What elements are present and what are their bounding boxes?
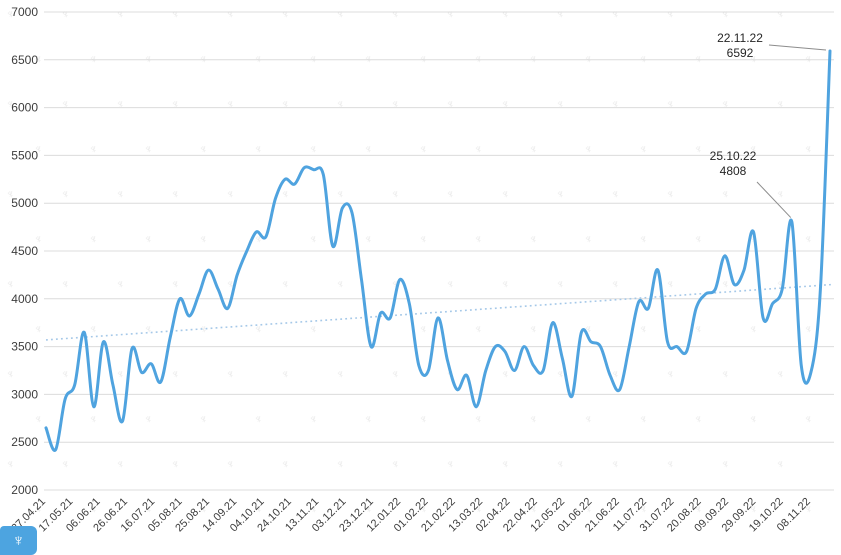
annotation-peak-22-11-22: 22.11.22 6592	[700, 31, 780, 61]
trend-line	[45, 283, 834, 341]
annotation-value: 6592	[726, 46, 754, 60]
y-tick-label: 4000	[11, 292, 38, 306]
fork-icon: ♆	[12, 530, 25, 550]
y-tick-label: 7000	[11, 5, 38, 19]
data-series-line	[44, 49, 832, 452]
y-tick-label: 2500	[11, 435, 38, 449]
annotation-peak-25-10-22: 25.10.22 4808	[698, 149, 768, 179]
forklog-logo: ♆	[0, 526, 37, 555]
gridlines	[44, 11, 834, 491]
y-tick-label: 2000	[11, 483, 38, 497]
y-tick-label: 6000	[11, 101, 38, 115]
y-tick-label: 3500	[11, 340, 38, 354]
y-tick-label: 5000	[11, 196, 38, 210]
x-axis-labels: 27.04.2117.05.2106.06.2126.06.2116.07.21…	[9, 496, 813, 535]
annotation-leader-line	[768, 44, 827, 51]
y-axis-labels: 2000 2500 3000 3500 4000 4500 5000 5500 6000 6500…	[11, 5, 38, 497]
y-tick-label: 3000	[11, 387, 38, 401]
y-tick-label: 6500	[11, 53, 38, 67]
annotation-leader-line	[756, 181, 792, 218]
annotation-value: 4808	[719, 164, 747, 178]
y-tick-label: 4500	[11, 244, 38, 258]
annotation-date: 22.11.22	[717, 31, 763, 45]
y-tick-label: 5500	[11, 148, 38, 162]
annotation-date: 25.10.22	[709, 149, 757, 163]
